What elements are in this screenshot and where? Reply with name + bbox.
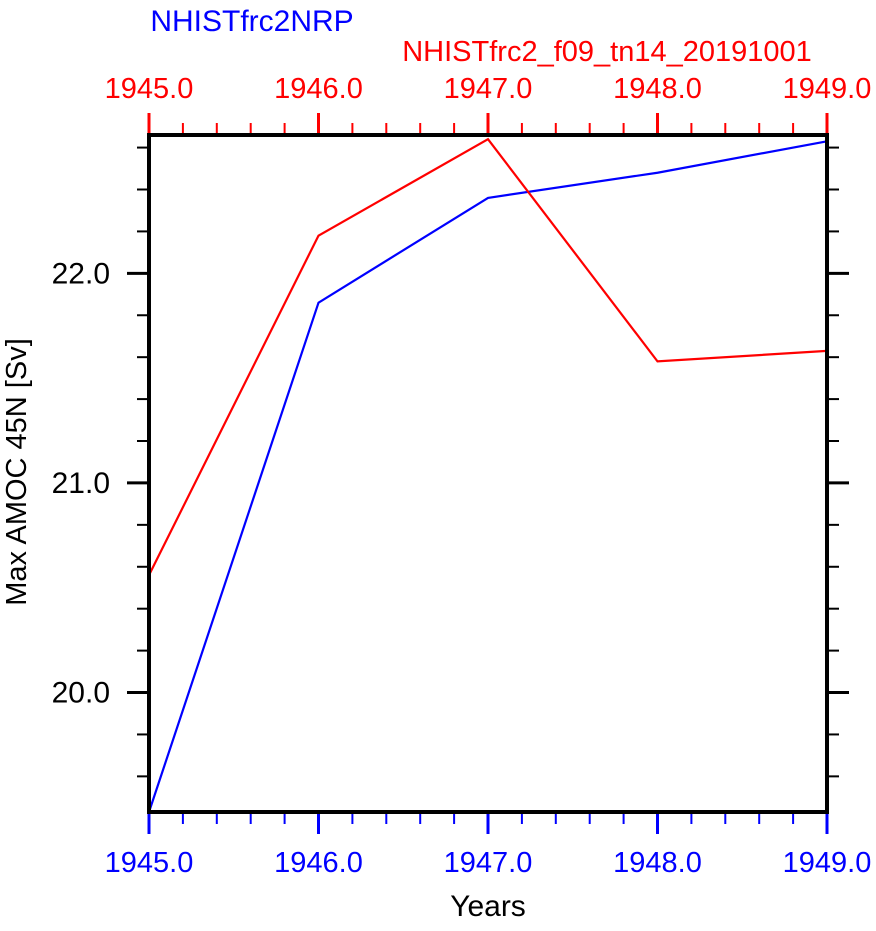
top-axis-tick-label: 1948.0 bbox=[613, 73, 702, 105]
chart-title-left-series: NHISTfrc2NRP bbox=[150, 5, 353, 38]
left-axis-tick-label: 20.0 bbox=[52, 677, 110, 710]
bottom-axis-tick-label: 1947.0 bbox=[444, 847, 533, 879]
top-axis-tick-label: 1946.0 bbox=[274, 73, 363, 105]
bottom-axis-tick-label: 1949.0 bbox=[783, 847, 872, 879]
x-axis-label: Years bbox=[450, 890, 526, 923]
left-axis-tick-label: 22.0 bbox=[52, 257, 110, 290]
left-axis-tick-label: 21.0 bbox=[52, 467, 110, 500]
chart-title-right-series: NHISTfrc2_f09_tn14_20191001 bbox=[402, 36, 812, 68]
top-axis-tick-label: 1947.0 bbox=[444, 73, 533, 105]
bottom-axis-tick-label: 1948.0 bbox=[613, 847, 702, 879]
bottom-axis-tick-label: 1945.0 bbox=[105, 847, 194, 879]
series-line-nhistfrc2nrp bbox=[147, 140, 828, 813]
top-axis-tick-label: 1945.0 bbox=[105, 73, 194, 105]
series-line-nhistfrc2-f09-tn14-20191001 bbox=[148, 137, 828, 576]
bottom-axis-tick-label: 1946.0 bbox=[274, 847, 363, 879]
top-axis-tick-label: 1949.0 bbox=[783, 73, 872, 105]
y-axis-label: Max AMOC 45N [Sv] bbox=[1, 338, 33, 606]
plot-frame bbox=[147, 133, 829, 814]
plot-generated-content: 1945.0 1946.0 1947.0 1948.0 1949.0 1945.0 1946… bbox=[52, 73, 872, 879]
